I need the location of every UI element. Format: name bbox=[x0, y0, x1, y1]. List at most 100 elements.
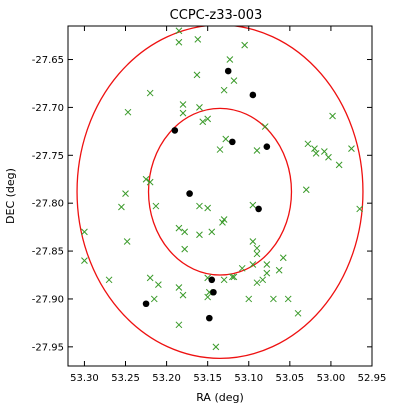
x-marker-point bbox=[175, 27, 183, 35]
dot-marker-point bbox=[224, 67, 232, 75]
x-marker-point bbox=[356, 205, 364, 213]
x-tick-label: 53.10 bbox=[234, 373, 263, 384]
x-marker-point bbox=[175, 321, 183, 329]
x-marker-point bbox=[312, 150, 320, 157]
x-marker-point bbox=[329, 112, 336, 120]
x-marker-point bbox=[284, 295, 292, 303]
x-marker-point bbox=[253, 279, 261, 287]
x-tick-label: 53.00 bbox=[317, 373, 346, 384]
x-marker-point bbox=[249, 261, 257, 268]
x-marker-point bbox=[196, 104, 203, 111]
x-marker-point bbox=[241, 41, 249, 49]
y-tick-label: -27.70 bbox=[32, 103, 64, 114]
y-tick-label: -27.90 bbox=[32, 294, 64, 305]
x-marker-point bbox=[253, 244, 261, 252]
chart-title: CCPC-z33-003 bbox=[170, 8, 263, 23]
y-axis-label: DEC (deg) bbox=[4, 168, 17, 224]
x-marker-point bbox=[253, 147, 261, 154]
x-marker-point bbox=[325, 153, 332, 161]
x-marker-point bbox=[181, 228, 189, 236]
y-tick-label: -27.95 bbox=[32, 342, 64, 353]
inner-radius-circle bbox=[147, 107, 293, 276]
x-tick-label: 53.30 bbox=[70, 373, 99, 384]
x-marker-point bbox=[270, 295, 277, 303]
x-marker-point bbox=[275, 266, 283, 274]
x-tick-label: 52.95 bbox=[358, 373, 387, 384]
x-marker-point bbox=[230, 273, 238, 281]
dot-marker-point bbox=[255, 205, 262, 213]
x-marker-point bbox=[311, 145, 318, 152]
x-marker-point bbox=[150, 295, 158, 303]
x-marker-point bbox=[196, 231, 203, 239]
x-marker-point bbox=[263, 269, 271, 277]
dot-marker-point bbox=[249, 91, 257, 99]
x-marker-point bbox=[279, 254, 287, 262]
x-marker-point bbox=[146, 274, 154, 282]
y-tick-label: -27.75 bbox=[32, 151, 64, 162]
x-marker-point bbox=[259, 276, 267, 284]
x-marker-point bbox=[199, 118, 207, 126]
x-marker-point bbox=[261, 123, 269, 130]
x-marker-point bbox=[219, 218, 226, 226]
x-marker-point bbox=[179, 101, 187, 108]
x-tick-label: 53.05 bbox=[276, 373, 305, 384]
x-marker-point bbox=[220, 276, 228, 284]
x-marker-point bbox=[216, 146, 224, 153]
x-marker-point bbox=[175, 284, 183, 291]
y-tick-label: -27.85 bbox=[32, 247, 64, 258]
x-marker-point bbox=[263, 261, 271, 268]
dot-marker-point bbox=[210, 288, 217, 296]
x-marker-point bbox=[175, 224, 183, 232]
x-marker-point bbox=[146, 89, 154, 97]
x-marker-point bbox=[228, 273, 236, 281]
x-marker-point bbox=[320, 148, 328, 155]
dot-marker-point bbox=[229, 138, 236, 146]
x-marker-point bbox=[226, 56, 234, 63]
x-marker-point bbox=[249, 238, 257, 245]
dot-marker-point bbox=[206, 314, 213, 322]
x-axis-label: RA (deg) bbox=[196, 391, 244, 404]
x-marker-point bbox=[179, 291, 187, 299]
dot-marker-point bbox=[208, 276, 216, 284]
x-marker-point bbox=[302, 186, 310, 194]
x-marker-point bbox=[212, 343, 220, 351]
x-marker-point bbox=[348, 145, 355, 152]
outer-radius-circle bbox=[76, 26, 364, 359]
x-marker-point bbox=[155, 281, 162, 288]
x-marker-point bbox=[81, 257, 88, 265]
dot-marker-point bbox=[263, 143, 271, 150]
x-marker-point bbox=[238, 264, 246, 272]
x-marker-point bbox=[204, 204, 212, 212]
x-marker-point bbox=[118, 203, 125, 211]
x-marker-point bbox=[204, 293, 212, 301]
dot-marker-point bbox=[186, 190, 193, 197]
x-tick-label: 53.15 bbox=[193, 373, 222, 384]
dot-marker-point bbox=[171, 127, 179, 134]
x-marker-point bbox=[193, 71, 201, 79]
x-marker-point bbox=[105, 276, 113, 284]
y-tick-label: -27.65 bbox=[32, 55, 64, 66]
x-marker-point bbox=[245, 295, 253, 303]
x-marker-point bbox=[208, 228, 216, 236]
x-marker-point bbox=[204, 115, 212, 123]
x-marker-point bbox=[335, 161, 343, 169]
x-marker-point bbox=[194, 36, 202, 43]
x-marker-point bbox=[230, 77, 238, 84]
x-marker-point bbox=[179, 109, 187, 117]
x-marker-point bbox=[181, 245, 189, 253]
x-marker-point bbox=[152, 202, 160, 210]
x-marker-point bbox=[220, 86, 228, 94]
x-marker-point bbox=[81, 228, 88, 236]
x-tick-label: 53.25 bbox=[111, 373, 140, 384]
y-tick-label: -27.80 bbox=[32, 199, 64, 210]
dot-marker-point bbox=[142, 300, 150, 308]
x-marker-point bbox=[142, 175, 150, 183]
x-marker-point bbox=[123, 238, 131, 245]
x-marker-point bbox=[122, 190, 129, 197]
x-marker-point bbox=[146, 178, 154, 186]
x-marker-point bbox=[253, 250, 261, 258]
x-marker-point bbox=[222, 135, 230, 143]
plot-frame bbox=[67, 25, 373, 367]
x-marker-point bbox=[294, 309, 302, 317]
